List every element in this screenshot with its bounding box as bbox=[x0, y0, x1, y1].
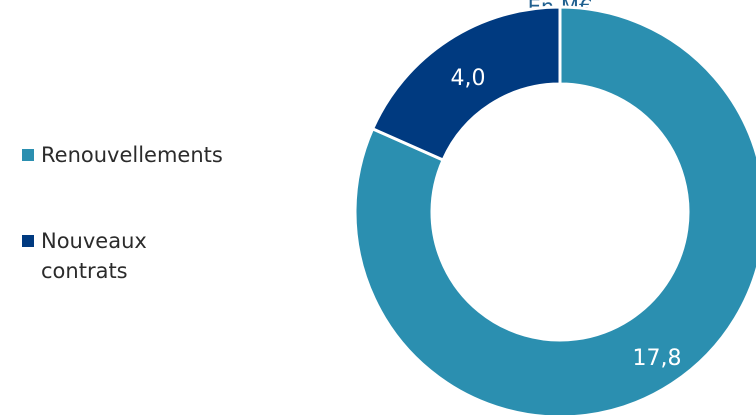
slice-value-label: 17,8 bbox=[633, 346, 682, 371]
donut-slices bbox=[353, 5, 756, 415]
slice-value-label: 4,0 bbox=[451, 66, 486, 91]
legend-label: Renouvellements bbox=[41, 143, 223, 167]
donut-slice-nouveaux-contrats bbox=[371, 5, 562, 162]
donut-slice-renouvellements bbox=[353, 5, 756, 415]
donut-slice-labels: 17,8 4,0 bbox=[451, 66, 682, 371]
legend-swatch bbox=[22, 149, 34, 161]
legend-label: Nouveaux contrats bbox=[41, 229, 147, 283]
legend-swatch bbox=[22, 235, 34, 247]
chart-legend: Renouvellements Nouveaux contrats bbox=[22, 143, 223, 283]
